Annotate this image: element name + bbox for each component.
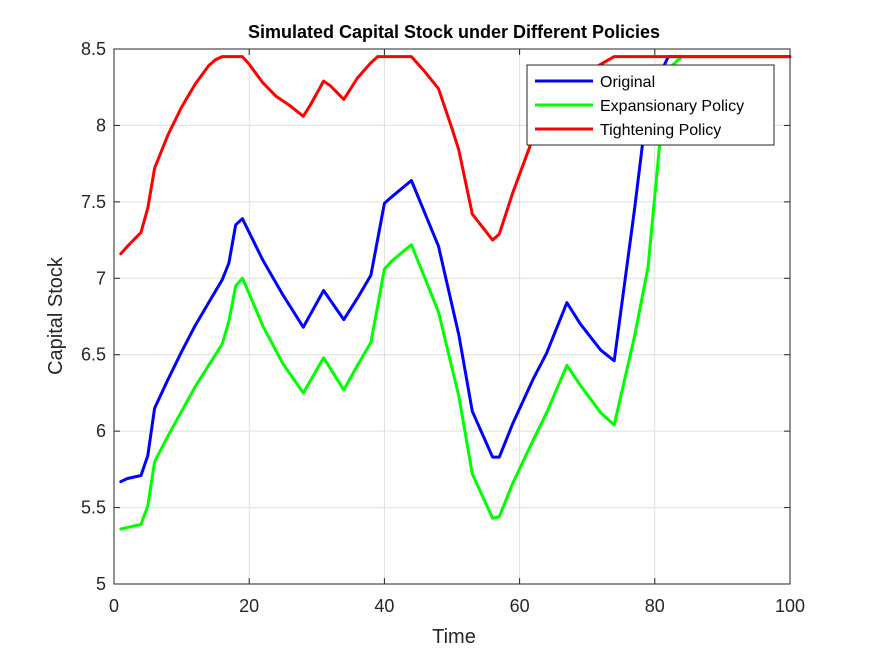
x-tick-label: 100 [775,596,805,616]
legend-entry: Tightening Policy [600,122,721,139]
y-tick-label: 5 [96,574,106,594]
y-tick-label: 8.5 [81,39,106,59]
y-axis-label: Capital Stock [45,256,67,375]
y-tick-label: 6 [96,421,106,441]
x-tick-label: 20 [239,596,259,616]
series-line [119,55,792,531]
y-tick-label: 5.5 [81,498,106,518]
x-tick-label: 60 [510,596,530,616]
legend-entry: Original [600,74,655,91]
series-line [119,55,792,484]
y-tick-label: 7 [96,268,106,288]
axis-ticks: 0 20 40 60 80 100 5 5.5 6 6.5 7 7.5 8 8.5 [81,39,805,616]
x-tick-label: 0 [109,596,119,616]
y-tick-label: 7.5 [81,192,106,212]
y-tick-label: 8 [96,115,106,135]
x-tick-label: 80 [645,596,665,616]
chart-title: Simulated Capital Stock under Different … [248,22,660,42]
series-line [119,55,792,256]
series-lines [119,55,792,531]
plot-frame [113,48,791,585]
legend-entry: Expansionary Policy [600,98,744,115]
x-tick-label: 40 [374,596,394,616]
x-axis-label: Time [432,626,476,648]
y-tick-label: 6.5 [81,345,106,365]
legend: Original Expansionary Policy Tightening Po… [526,64,775,146]
